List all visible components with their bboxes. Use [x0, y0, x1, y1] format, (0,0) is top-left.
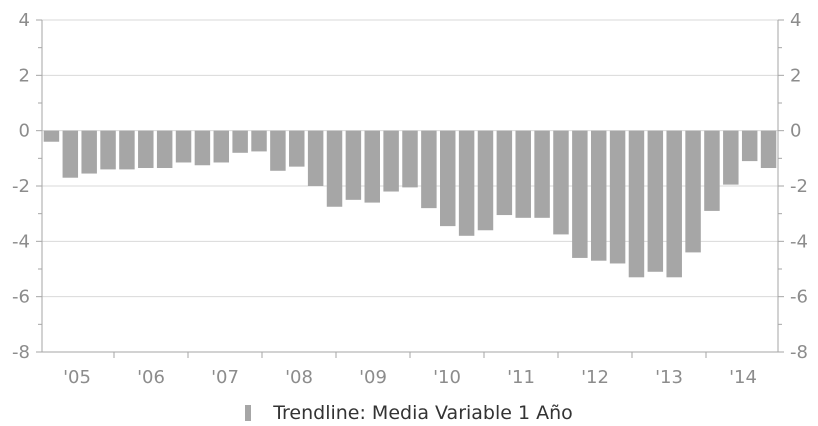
bar: [458, 130, 475, 236]
y-tick-label-right: -8: [790, 342, 808, 363]
y-tick-label-left: -8: [12, 342, 30, 363]
bar: [119, 130, 135, 170]
bar: [383, 130, 399, 192]
x-tick-label: '08: [285, 367, 313, 388]
bar: [289, 130, 305, 167]
bar: [232, 130, 248, 153]
bar: [496, 130, 513, 216]
x-tick-label: '10: [433, 367, 461, 388]
x-axis-labels: '05 '06 '07 '08 '09 '10 '11 '12 '13 '14: [63, 367, 757, 388]
y-tick-label-right: -2: [790, 176, 808, 197]
y-tick-label-left: -6: [12, 287, 30, 308]
bar: [647, 130, 664, 272]
bar: [307, 130, 324, 186]
bar: [251, 130, 267, 152]
y-tick-label-right: 4: [790, 10, 801, 31]
bar: [62, 130, 79, 178]
bar: [156, 130, 173, 169]
bar: [590, 130, 607, 261]
x-tick-label: '07: [211, 367, 239, 388]
y-tick-label-right: 2: [790, 65, 801, 86]
bar: [666, 130, 682, 278]
bar: [628, 130, 645, 278]
axes: [36, 19, 784, 358]
bar: [723, 130, 739, 185]
y-tick-label-left: 4: [19, 10, 30, 31]
bar: [685, 130, 701, 253]
y-tick-label-left: -2: [12, 176, 30, 197]
bar: [326, 130, 343, 207]
bar: [609, 130, 626, 264]
bar: [194, 130, 211, 166]
bar: [402, 130, 418, 188]
bar: [534, 130, 550, 218]
x-tick-label: '09: [359, 367, 387, 388]
bar: [270, 130, 286, 171]
y-tick-label-left: -4: [12, 231, 30, 252]
y-tick-label-right: 0: [790, 121, 801, 142]
y-tick-label-right: -4: [790, 231, 808, 252]
y-axis-left-labels: 4 2 0 -2 -4 -6 -8: [12, 10, 30, 363]
x-tick-label: '14: [729, 367, 757, 388]
bar: [440, 130, 456, 227]
bar: [213, 130, 230, 163]
bar: [572, 130, 588, 258]
legend-swatch: [245, 405, 252, 421]
x-tick-label: '05: [63, 367, 91, 388]
bar: [515, 130, 531, 218]
bar: [741, 130, 758, 162]
bar: [364, 130, 380, 203]
x-tick-label: '06: [137, 367, 165, 388]
bars: [43, 130, 777, 278]
x-tick-label: '12: [581, 367, 609, 388]
legend: Trendline: Media Variable 1 Año: [0, 400, 818, 426]
bar: [421, 130, 437, 209]
bar: [81, 130, 97, 174]
bar: [704, 130, 720, 211]
bar: [138, 130, 154, 169]
bar: [760, 130, 777, 169]
bar: [100, 130, 116, 170]
bar: [43, 130, 60, 142]
y-tick-label-left: 0: [19, 121, 30, 142]
x-tick-label: '11: [507, 367, 535, 388]
y-axis-right-labels: 4 2 0 -2 -4 -6 -8: [790, 10, 808, 363]
x-tick-label: '13: [655, 367, 683, 388]
bar: [345, 130, 362, 200]
legend-label: Trendline: Media Variable 1 Año: [273, 402, 573, 424]
y-tick-label-left: 2: [19, 65, 30, 86]
y-tick-label-right: -6: [790, 287, 808, 308]
bar-chart: 420-2-4-6-8 420-2-4-6-8 '05'06'07'08'09 '…: [12, 10, 808, 388]
bar: [553, 130, 569, 235]
bar: [175, 130, 192, 163]
bar: [477, 130, 494, 231]
